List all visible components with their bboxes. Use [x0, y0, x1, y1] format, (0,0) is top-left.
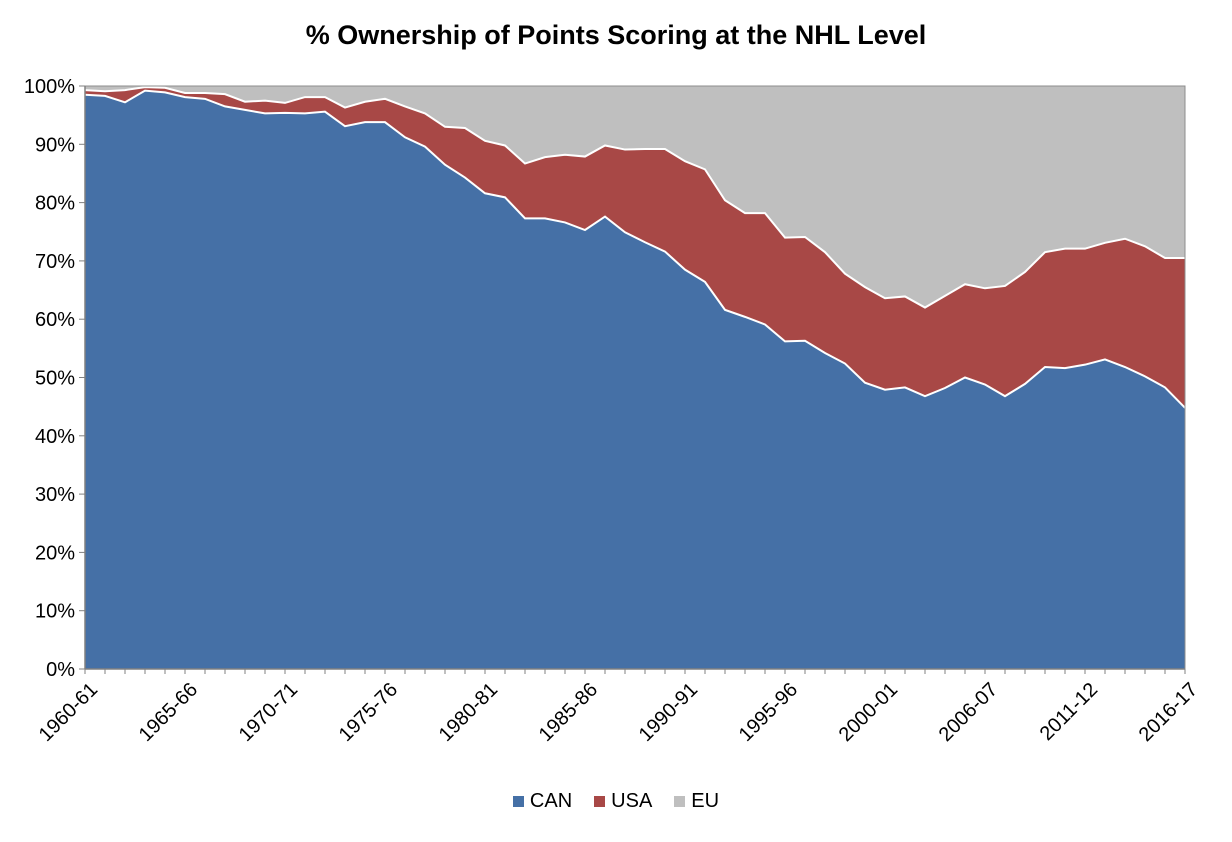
y-tick-label: 100% [24, 76, 75, 98]
series-line-usa [84, 86, 1185, 309]
legend-swatch-usa [594, 796, 606, 807]
x-tick-label: 1965-66 [135, 679, 202, 746]
x-tick-label: 2016-17 [1135, 679, 1202, 746]
x-tick-label: 1970-71 [235, 679, 302, 746]
legend-item-can: CAN [512, 790, 573, 813]
y-tick-label: 10% [35, 601, 75, 623]
y-tick-label: 20% [35, 542, 75, 564]
legend: CAN USA EU [0, 790, 1232, 813]
legend-swatch-can [512, 796, 524, 807]
y-tick-label: 70% [35, 251, 75, 273]
series-line-can [84, 89, 1186, 409]
x-tick-label: 1985-86 [535, 679, 602, 746]
area-series-usa [85, 87, 1185, 408]
y-tick-label: 60% [35, 309, 75, 331]
legend-swatch-eu [674, 796, 686, 807]
area-series-can [85, 90, 1185, 669]
area-series-eu [85, 86, 1185, 308]
x-tick-label: 2006-07 [935, 679, 1002, 746]
y-tick-label: 90% [35, 134, 75, 156]
y-tick-label: 80% [35, 193, 75, 215]
legend-label-can: CAN [529, 790, 573, 812]
y-tick-label: 30% [35, 484, 75, 506]
legend-item-usa: USA [594, 790, 652, 813]
y-tick-label: 40% [35, 426, 75, 448]
chart-title: % Ownership of Points Scoring at the NHL… [305, 20, 927, 50]
x-tick-label: 2011-12 [1036, 679, 1102, 745]
x-tick-label: 1960-61 [35, 679, 102, 746]
x-tick-label: 1990-91 [635, 679, 702, 746]
x-tick-label: 2000-01 [835, 679, 902, 746]
y-tick-label: 50% [35, 368, 75, 390]
y-tick-label: 0% [46, 659, 75, 681]
x-tick-label: 1975-76 [335, 679, 402, 746]
x-tick-label: 1980-81 [435, 679, 502, 746]
legend-label-eu: EU [691, 790, 720, 812]
x-tick-label: 1995-96 [735, 679, 802, 746]
legend-item-eu: EU [674, 790, 719, 813]
legend-label-usa: USA [611, 790, 653, 812]
area-layer [84, 86, 1186, 669]
